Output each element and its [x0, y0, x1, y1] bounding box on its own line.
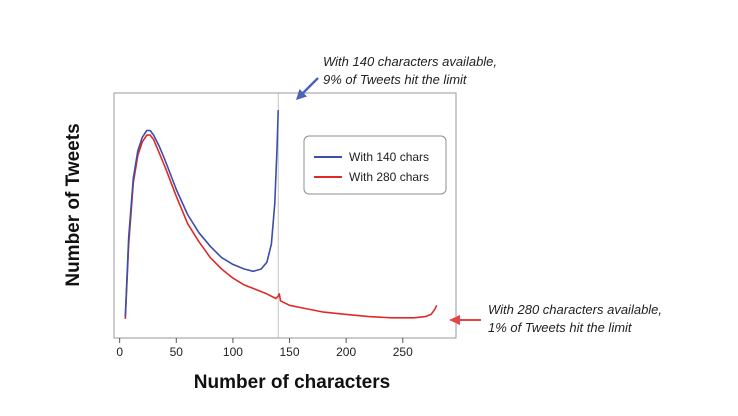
x-tick-label: 150 — [280, 345, 300, 359]
annotation-280-line-2: 1% of Tweets hit the limit — [488, 320, 633, 335]
annotation-280-line-1: With 280 characters available, — [488, 302, 662, 317]
legend-box — [303, 135, 447, 195]
legend-label-280: With 280 chars — [349, 170, 429, 184]
annotation-280: With 280 characters available, 1% of Twe… — [449, 302, 662, 335]
annotation-140: With 140 characters available, 9% of Twe… — [296, 54, 497, 100]
annotation-140-line-1: With 140 characters available, — [323, 54, 497, 69]
annotation-140-line-2: 9% of Tweets hit the limit — [323, 72, 468, 87]
x-tick-label: 250 — [393, 345, 413, 359]
x-axis-title: Number of characters — [194, 372, 390, 393]
legend-label-140: With 140 chars — [349, 150, 429, 164]
plot-frame — [113, 92, 457, 339]
x-tick-label: 200 — [336, 345, 356, 359]
y-axis-title: Number of Tweets — [63, 123, 84, 286]
x-tick-label: 0 — [116, 345, 123, 359]
annotation-140-arrow — [296, 77, 319, 100]
x-tick-label: 100 — [223, 345, 243, 359]
legend: With 140 chars With 280 chars — [303, 135, 447, 195]
annotation-280-arrow — [449, 315, 481, 325]
series-line-140 — [124, 110, 279, 317]
series-line-280 — [124, 134, 438, 319]
x-tick-label: 50 — [170, 345, 184, 359]
